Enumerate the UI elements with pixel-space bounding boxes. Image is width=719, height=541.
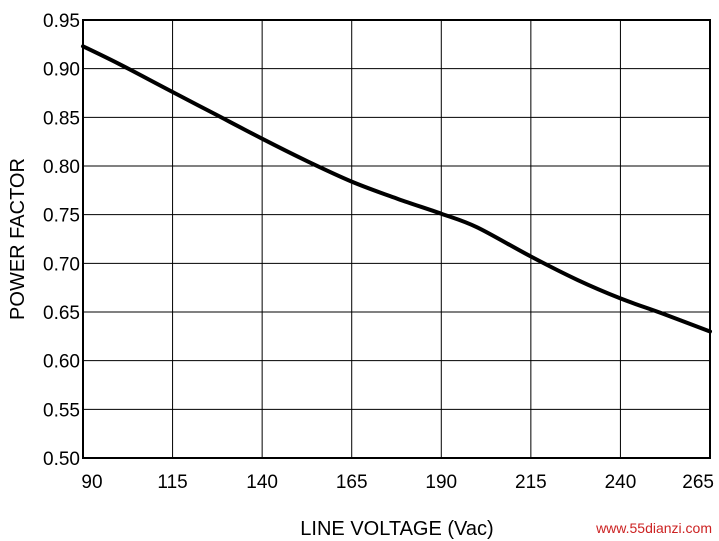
y-tick-label: 0.75 [43, 206, 80, 227]
y-tick-label: 0.80 [43, 157, 80, 178]
y-tick-label: 0.55 [43, 400, 80, 421]
y-axis-label: POWER FACTOR [7, 158, 29, 320]
power-factor-line [81, 44, 712, 334]
x-tick-label: 115 [157, 472, 187, 493]
y-tick-label: 0.95 [43, 11, 80, 32]
x-tick-label: 265 [682, 472, 714, 493]
x-tick-label: 140 [246, 472, 278, 493]
y-tick-label: 0.70 [43, 254, 80, 275]
x-tick-label: 215 [515, 472, 547, 493]
y-tick-label: 0.85 [43, 108, 80, 129]
grid-lines [82, 19, 711, 459]
x-tick-label: 90 [81, 472, 102, 493]
x-tick-label: 190 [425, 472, 457, 493]
x-tick-label: 165 [336, 472, 368, 493]
y-tick-labels: 0.50 0.55 0.60 0.65 0.70 0.75 0.80 0.85 0.90 0.95 [43, 11, 80, 470]
x-tick-label: 240 [605, 472, 637, 493]
plot-frame [82, 19, 711, 459]
x-tick-labels: 90 115 140 165 190 215 240 265 [81, 472, 714, 493]
watermark-text: www.55dianzi.com [595, 520, 712, 536]
y-tick-label: 0.90 [43, 60, 80, 81]
x-axis-label: LINE VOLTAGE (Vac) [300, 518, 493, 540]
y-tick-label: 0.65 [43, 303, 80, 324]
y-tick-label: 0.50 [43, 449, 80, 470]
y-tick-label: 0.60 [43, 352, 80, 373]
